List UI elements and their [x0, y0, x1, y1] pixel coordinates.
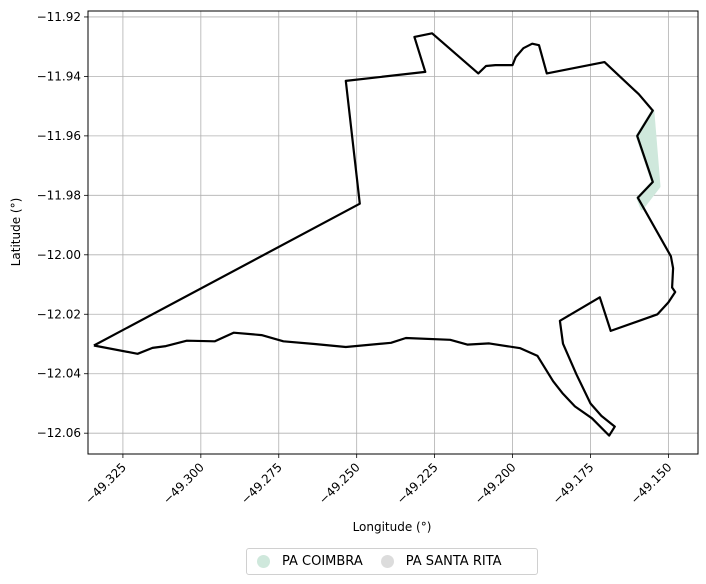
boundary-layer [93, 32, 677, 437]
x-tick-label: −49.325 [82, 460, 129, 507]
x-axis-ticks: −49.325 −49.300 −49.275 −49.250 −49.225 −49.2… [82, 454, 675, 507]
y-axis-label: Latitude (°) [9, 198, 23, 267]
y-tick-label: −12.04 [37, 367, 81, 381]
y-tick-label: −12.06 [37, 426, 81, 440]
grid [88, 11, 698, 454]
y-tick-label: −12.00 [37, 248, 81, 262]
x-tick-label: −49.175 [550, 460, 597, 507]
y-tick-label: −11.96 [37, 129, 81, 143]
y-tick-label: −11.98 [37, 188, 81, 202]
boundary-line [93, 32, 677, 437]
y-tick-label: −11.92 [37, 10, 81, 24]
y-axis-ticks: −11.92 −11.94 −11.96 −11.98 −12.00 −12.02 −12.… [37, 10, 88, 440]
plot-border [87, 10, 699, 455]
x-tick-label: −49.275 [238, 460, 285, 507]
legend: PA COIMBRA PA SANTA RITA [246, 548, 538, 575]
legend-dot-pa-coimbra [257, 555, 270, 568]
y-tick-label: −12.02 [37, 307, 81, 321]
legend-item-pa-coimbra: PA COIMBRA [257, 554, 363, 569]
x-tick-label: −49.200 [472, 460, 519, 507]
legend-label-pa-coimbra: PA COIMBRA [282, 554, 363, 569]
plot-frame [88, 11, 698, 454]
x-axis-label: Longitude (°) [353, 520, 432, 534]
x-tick-label: −49.300 [160, 460, 207, 507]
x-tick-label: −49.150 [628, 460, 675, 507]
y-tick-label: −11.94 [37, 69, 81, 83]
legend-dot-pa-santa-rita [380, 555, 394, 568]
x-tick-label: −49.225 [394, 460, 441, 507]
legend-item-pa-santa-rita: PA SANTA RITA [380, 554, 502, 569]
legend-label-pa-santa-rita: PA SANTA RITA [405, 554, 502, 569]
x-tick-label: −49.250 [316, 460, 363, 507]
